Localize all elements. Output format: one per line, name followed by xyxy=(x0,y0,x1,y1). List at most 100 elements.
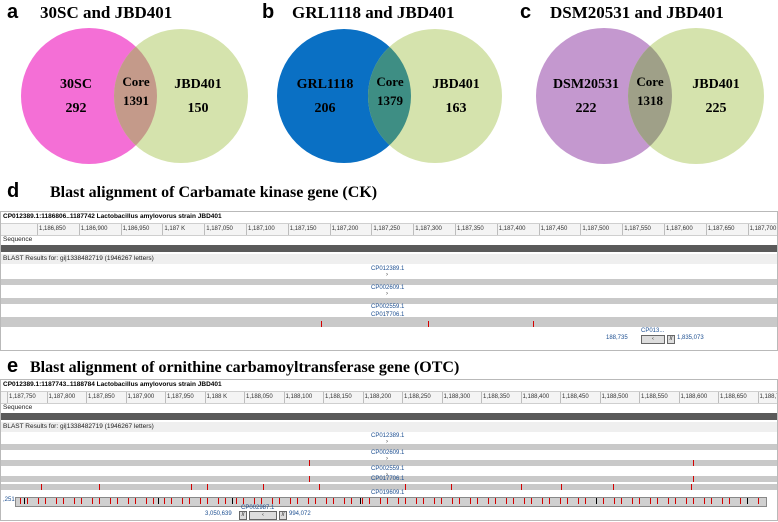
ruler-tick xyxy=(622,224,624,235)
blast-e-hit-label[interactable]: CP019609.1 xyxy=(371,490,405,496)
panel-label-e: e xyxy=(7,355,19,377)
arrow-left-icon: ‹ xyxy=(249,511,277,520)
mismatch-mark xyxy=(99,498,100,504)
mismatch-mark xyxy=(452,498,453,504)
ruler-tick-label: 1,188,500 xyxy=(601,394,629,400)
mismatch-mark xyxy=(243,498,244,504)
ruler-tick-label: 1,187,650 xyxy=(707,226,735,232)
arrow-right-icon: › xyxy=(386,291,388,297)
mismatch-mark xyxy=(207,484,208,490)
ruler-tick-label: 1,187,100 xyxy=(248,226,275,232)
mismatch-mark xyxy=(254,498,255,504)
ruler-tick-label: 1,187,500 xyxy=(582,226,610,232)
mismatch-mark xyxy=(758,498,759,504)
mismatch-mark xyxy=(561,484,562,490)
mismatch-mark xyxy=(263,484,264,490)
mismatch-mark xyxy=(459,498,460,504)
ruler-tick xyxy=(329,224,331,235)
mismatch-mark xyxy=(524,498,525,504)
blast-e-track xyxy=(1,444,777,450)
ruler-tick xyxy=(580,224,582,235)
mismatch-mark xyxy=(567,498,568,504)
blast-e-sequence-label: Sequence xyxy=(3,404,33,411)
venn-title-b: GRL1118 and JBD401 xyxy=(292,3,455,22)
mismatch-mark xyxy=(477,498,478,504)
mismatch-mark xyxy=(621,498,622,504)
blast-d-ruler: 1,186,850 1,186,900 1,186,950 1,187 K 1,187,… xyxy=(1,223,777,236)
mismatch-mark xyxy=(218,498,219,504)
blast-e-track-dense xyxy=(15,497,767,507)
blast-e-track-mismatch xyxy=(1,484,777,490)
ruler-tick xyxy=(481,392,482,403)
blast-e-hit-label[interactable]: CP002559.1 xyxy=(371,466,405,472)
ruler-tick xyxy=(323,392,324,403)
blast-d-hit-label[interactable]: CP002609.1 xyxy=(371,285,405,291)
mismatch-mark xyxy=(326,498,327,504)
mismatch-mark xyxy=(686,498,687,504)
mismatch-mark xyxy=(207,498,208,504)
venn-diagram-a: 30SC 292 Core 1391 JBD401 150 xyxy=(21,28,248,164)
mismatch-mark xyxy=(542,498,543,504)
ruler-tick-label: 1,186,900 xyxy=(80,226,108,232)
venn-a-overlap xyxy=(114,29,157,163)
venn-a-right-name: JBD401 xyxy=(174,77,221,92)
blast-e-extra-hit[interactable]: CP002987.1 xyxy=(241,505,275,511)
mismatch-mark xyxy=(27,498,28,504)
mismatch-mark xyxy=(428,321,429,327)
mismatch-mark xyxy=(613,484,614,490)
mismatch-mark xyxy=(38,498,39,504)
blast-e-hit-label[interactable]: CP002609.1 xyxy=(371,450,405,456)
ruler-tick xyxy=(520,392,522,403)
mismatch-mark xyxy=(279,498,280,504)
blast-d-sequence-label: Sequence xyxy=(3,236,33,243)
mismatch-mark xyxy=(513,498,514,504)
blast-e-hit-label[interactable]: CP017706.1 xyxy=(371,476,405,482)
mismatch-mark xyxy=(650,498,651,504)
mismatch-mark xyxy=(232,498,233,504)
blast-d-hit-label[interactable]: CP017706.1 xyxy=(371,312,405,318)
ruler-tick xyxy=(757,392,759,403)
blast-e-side-left: ,251 xyxy=(3,497,15,503)
ruler-tick-label: 1,187,350 xyxy=(457,226,484,232)
panel-label-d: d xyxy=(7,180,20,202)
mismatch-mark xyxy=(309,476,310,482)
mismatch-mark xyxy=(63,498,64,504)
blast-d-results-label: BLAST Results for: gi|1338482719 (194626… xyxy=(1,254,777,264)
ruler-tick xyxy=(705,224,707,235)
mismatch-mark xyxy=(740,498,741,504)
mismatch-mark xyxy=(451,484,452,490)
ruler-tick-label: 1,188,100 xyxy=(285,394,313,400)
ruler-tick-label: 1,187,400 xyxy=(498,226,526,232)
blast-d-coord-left: 188,735 xyxy=(606,335,628,341)
arrow-right-icon: › xyxy=(386,456,388,462)
ruler-tick xyxy=(246,224,247,235)
break-icon: // xyxy=(667,335,675,344)
ruler-tick-label: 1,188,450 xyxy=(562,394,589,400)
ruler-tick-label: 1,187,950 xyxy=(167,394,194,400)
blast-d-track xyxy=(1,298,777,304)
venn-b-overlap xyxy=(368,29,411,163)
blast-d-extra-hit[interactable]: CP013... xyxy=(641,328,665,334)
blast-d-hit-label[interactable]: CP002559.1 xyxy=(371,304,405,310)
mismatch-mark xyxy=(158,498,159,504)
mismatch-mark xyxy=(533,321,534,327)
ruler-tick xyxy=(718,392,719,403)
mismatch-mark xyxy=(128,498,129,504)
venn-diagram-c: DSM20531 222 Core 1318 JBD401 225 xyxy=(536,28,764,164)
mismatch-mark xyxy=(309,460,310,466)
mismatch-mark xyxy=(272,498,273,504)
mismatch-mark xyxy=(146,498,147,504)
blast-d-track-mismatch xyxy=(1,321,777,327)
blast-e-hit-label[interactable]: CP012389.1 xyxy=(371,433,405,439)
mismatch-mark xyxy=(351,498,352,504)
mismatch-mark xyxy=(691,484,692,490)
mismatch-mark xyxy=(74,498,75,504)
ruler-tick-label: 1,186,850 xyxy=(39,226,66,232)
venn-c-right-count: 225 xyxy=(706,101,727,116)
blast-d-hit-label[interactable]: CP012389.1 xyxy=(371,266,405,272)
mismatch-mark xyxy=(321,321,322,327)
mismatch-mark xyxy=(236,498,237,504)
mismatch-mark xyxy=(549,498,550,504)
mismatch-mark xyxy=(369,498,370,504)
ruler-tick-label: 1,187 K xyxy=(164,226,186,232)
